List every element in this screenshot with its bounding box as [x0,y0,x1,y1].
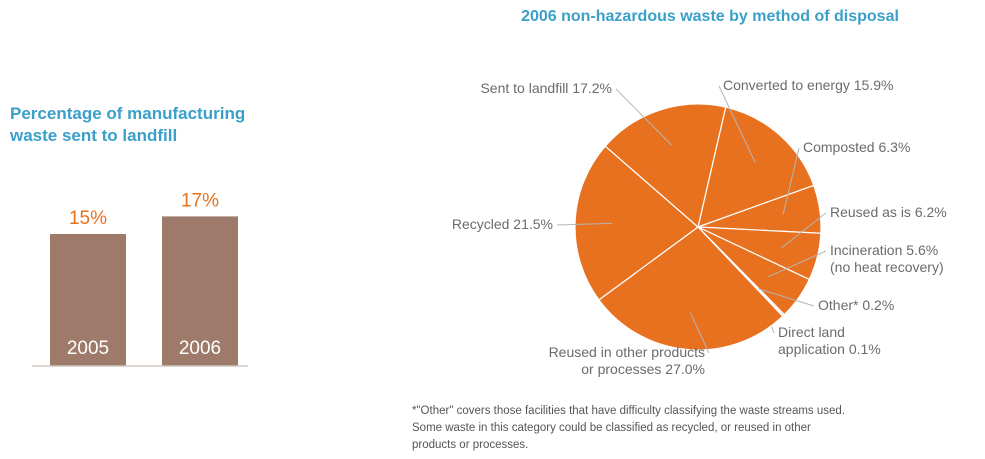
bar-2006 [162,216,238,366]
pie-slice-label: Sent to landfill 17.2% [480,80,612,96]
pie-leader-line [768,250,827,278]
bar-category-label: 2006 [179,338,221,359]
pie-leader-line [781,212,827,249]
bar-category-label: 2005 [67,338,109,359]
pie-slice-label: Reused as is 6.2% [830,204,947,220]
pie-slice-label: Converted to energy 15.9% [723,77,893,93]
footnote-line-1: *"Other" covers those facilities that ha… [412,405,846,417]
bar-chart-title-line-2: waste sent to landfill [10,126,178,145]
pie-leader-line [556,222,613,226]
pie-slice-label: Reused in other products or processes 27.… [549,344,705,377]
pie-slice [598,226,784,351]
pie-chart-title: 2006 non-hazardous waste by method of di… [521,8,899,25]
pie-leader-line [689,312,710,354]
pie-slice-label: Other* 0.2% [818,297,894,313]
pie-leader-line [782,147,800,215]
bar-chart-title: Percentage of manufacturing waste sent t… [10,103,310,147]
pie-leader-line [718,85,756,163]
pie-footnote: *"Other" covers those facilities that ha… [412,403,982,454]
bar-2005 [50,234,126,366]
pie-leader-line [757,288,815,307]
pie-slice-label: Recycled 21.5% [452,216,553,232]
pie-slice [697,106,815,228]
pie-slice-label: Incineration 5.6% (no heat recovery) [830,242,944,275]
pie-slice [604,103,727,229]
pie-slice-label: Composted 6.3% [803,139,910,155]
bar-value-label: 17% [181,190,219,211]
footnote-line-2: Some waste in this category could be cla… [412,422,811,434]
pie-chart: Converted to energy 15.9% Composted 6.3% R… [452,77,947,377]
bar-chart: 15% 2005 17% 2006 [32,190,248,367]
pie-slice [574,145,699,301]
pie-slice-label: Direct land application 0.1% [778,324,881,357]
bar-value-label: 15% [69,208,107,229]
footnote-line-3: products or processes. [412,439,529,451]
bar-chart-title-line-1: Percentage of manufacturing [10,104,246,123]
pie-leader-line [615,88,672,146]
